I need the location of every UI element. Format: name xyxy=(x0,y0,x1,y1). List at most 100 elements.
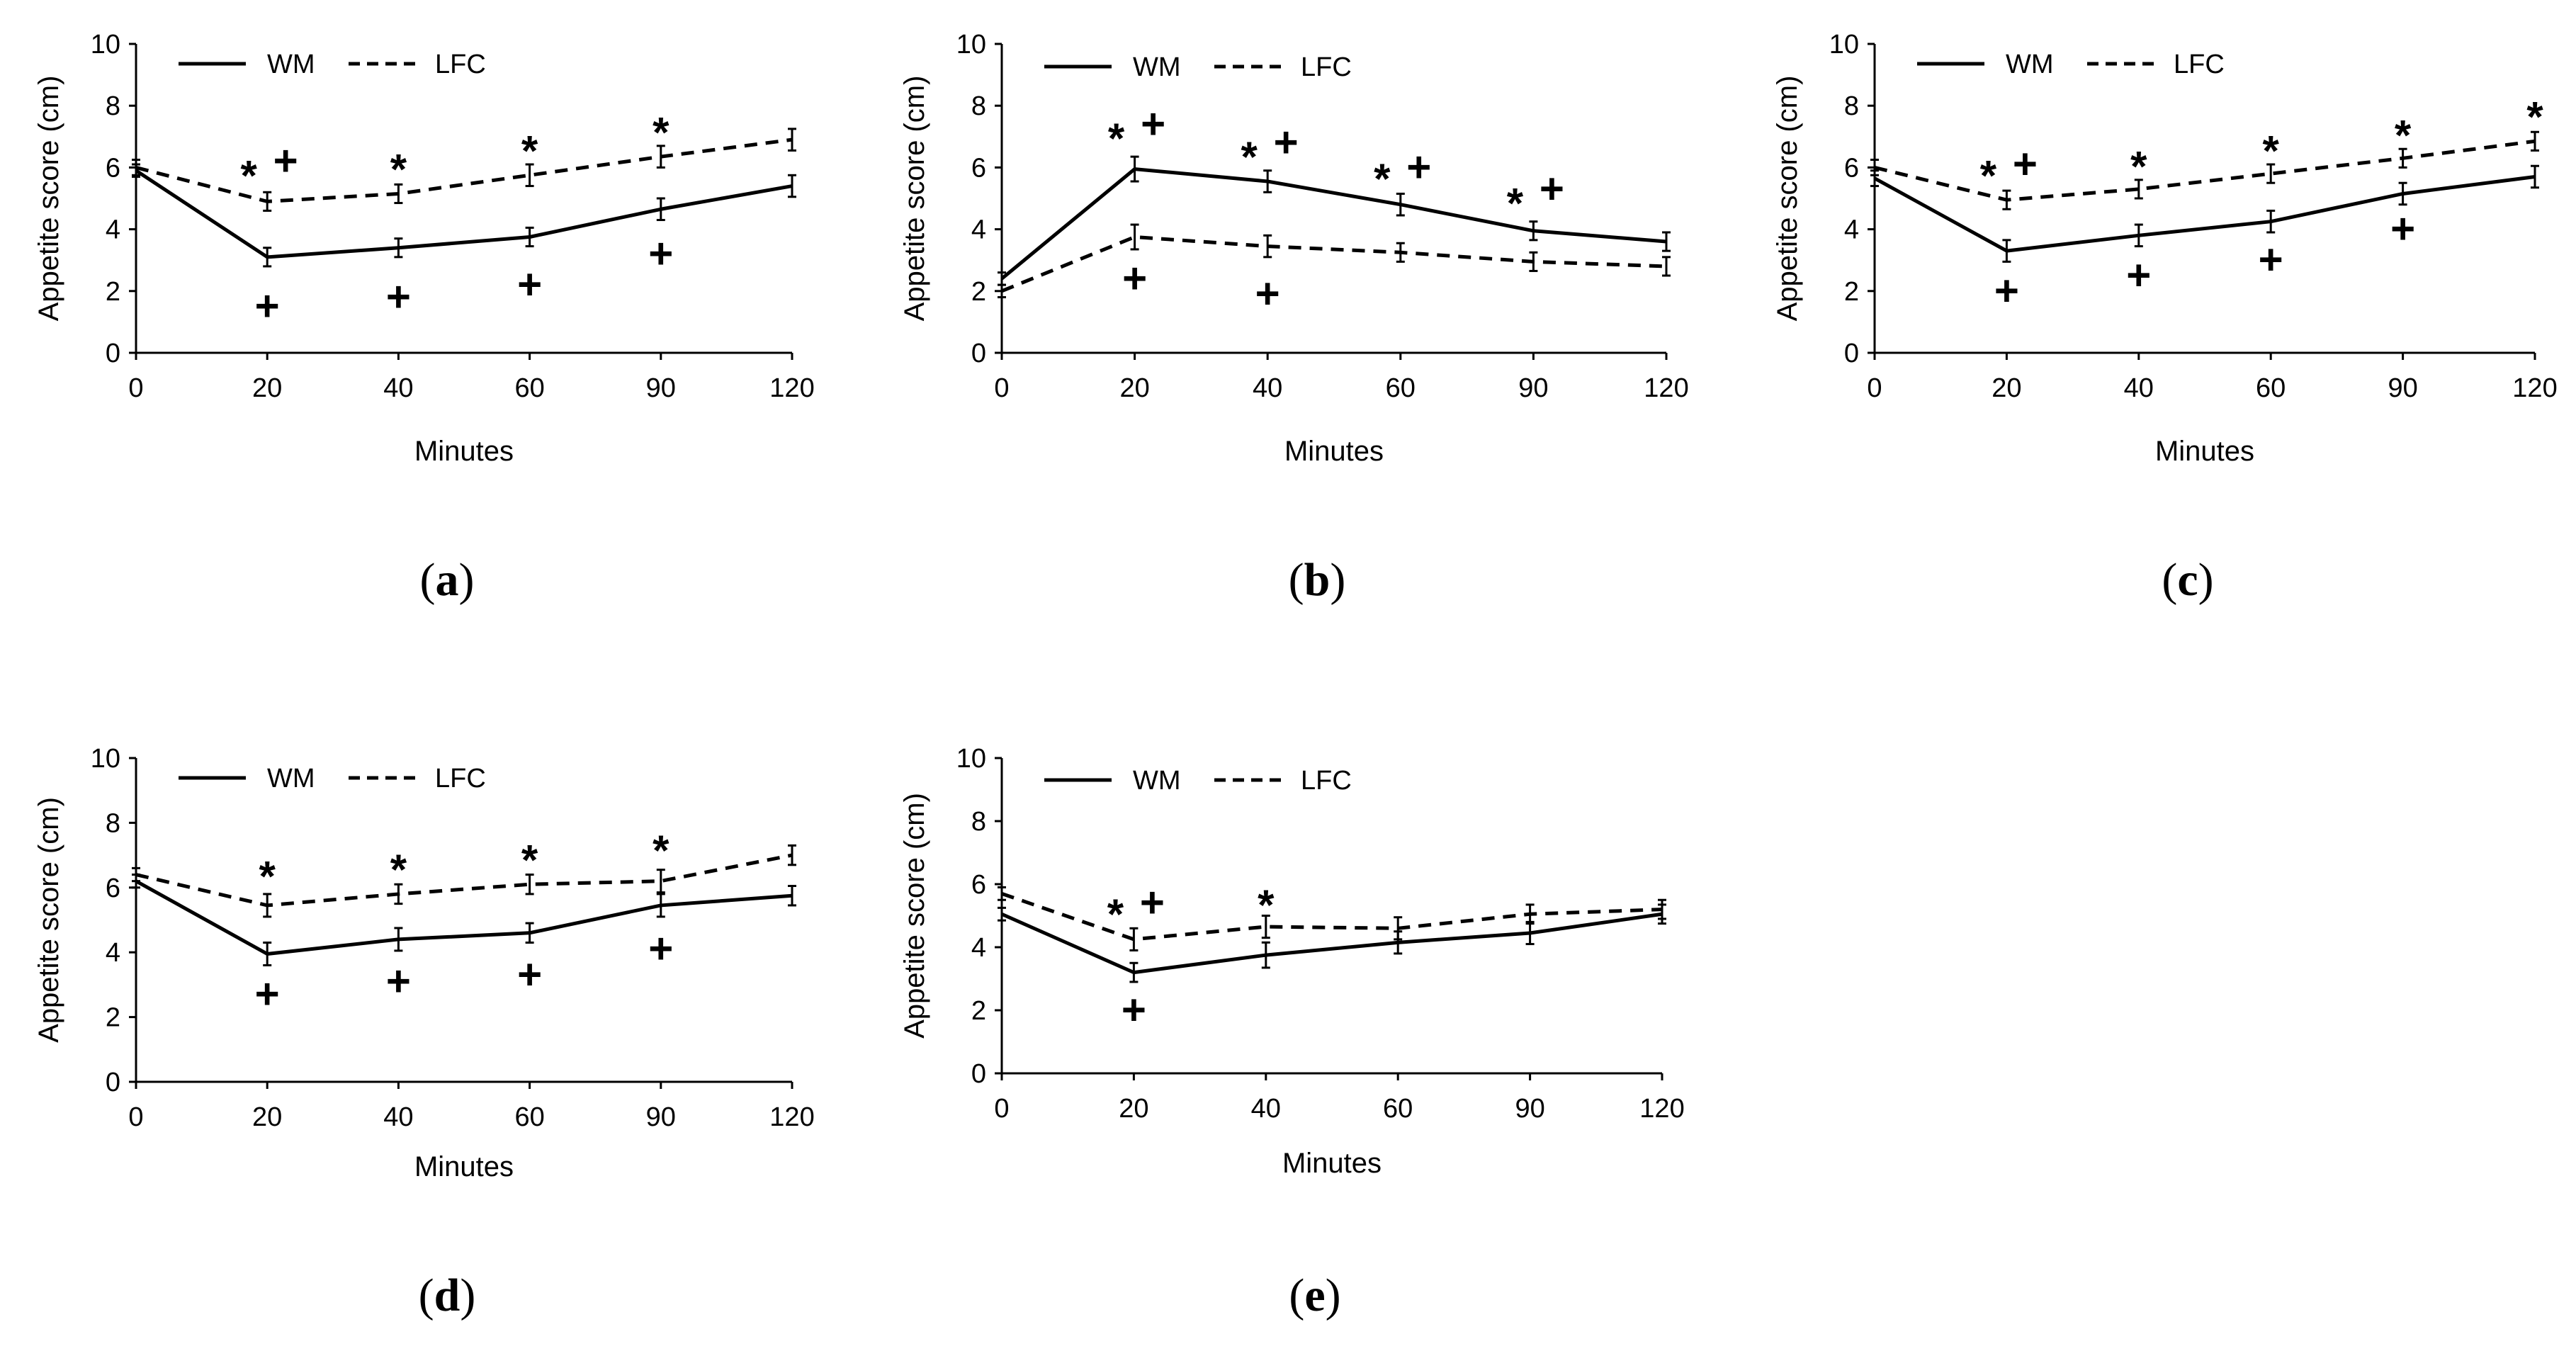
x-tick-label: 40 xyxy=(2124,373,2154,403)
significance-plus: + xyxy=(1141,100,1165,147)
significance-plus: + xyxy=(2126,252,2151,299)
significance-asterisk: * xyxy=(259,852,276,900)
significance-plus: + xyxy=(255,971,280,1018)
significance-plus: + xyxy=(1140,879,1165,927)
y-axis-title: Appetite score (cm) xyxy=(33,76,64,322)
legend-label-lfc: LFC xyxy=(435,50,486,79)
significance-plus: + xyxy=(255,283,280,330)
y-tick-label: 2 xyxy=(106,277,120,307)
legend-label-lfc: LFC xyxy=(2174,50,2225,79)
x-axis-title: Minutes xyxy=(414,436,514,467)
x-tick-label: 20 xyxy=(1992,373,2021,403)
y-tick-label: 2 xyxy=(971,996,986,1026)
series-line-lfc xyxy=(1874,139,2536,202)
y-axis-title: Appetite score (cm) xyxy=(33,797,64,1043)
x-axis-title: Minutes xyxy=(1282,1148,1382,1179)
x-tick-label: 90 xyxy=(1515,1094,1544,1124)
x-tick-label: 20 xyxy=(1119,373,1149,403)
significance-plus: + xyxy=(1994,267,2019,315)
x-tick-label: 60 xyxy=(1386,373,1416,403)
chart-panel-e: 0 2 4 6 8 10 0 20 40 60 90 120 Minutes Appetite score… xyxy=(899,744,1685,1321)
series-line-lfc xyxy=(135,853,793,908)
significance-asterisk: * xyxy=(1507,180,1524,227)
legend-label-lfc: LFC xyxy=(435,764,486,793)
significance-plus: + xyxy=(1540,165,1564,213)
y-tick-label: 8 xyxy=(1844,91,1859,121)
y-tick-label: 0 xyxy=(106,339,120,368)
y-tick-label: 6 xyxy=(1844,153,1859,183)
x-tick-label: 40 xyxy=(383,1102,413,1132)
x-tick-label: 60 xyxy=(514,373,544,403)
y-tick-label: 2 xyxy=(1844,277,1859,307)
y-axis-title: Appetite score (cm) xyxy=(899,793,930,1039)
x-tick-label: 0 xyxy=(1867,373,1882,403)
panel-label-paren: ) xyxy=(1326,1270,1341,1321)
panel-label-paren: ( xyxy=(1289,554,1304,606)
series-line-wm xyxy=(135,169,793,259)
x-tick-label: 120 xyxy=(1644,373,1688,403)
panel-label-letter: c xyxy=(2177,554,2198,606)
significance-plus: + xyxy=(1122,254,1147,302)
significance-plus: + xyxy=(517,951,542,998)
x-tick-label: 120 xyxy=(769,373,814,403)
legend-label-wm: WM xyxy=(267,764,315,793)
x-tick-label: 20 xyxy=(252,1102,282,1132)
significance-asterisk: * xyxy=(521,837,538,884)
x-tick-label: 90 xyxy=(646,1102,676,1132)
y-tick-label: 10 xyxy=(91,744,120,774)
significance-asterisk: * xyxy=(390,846,407,893)
significance-asterisk: * xyxy=(241,152,258,199)
y-axis-title: Appetite score (cm) xyxy=(899,76,930,322)
significance-asterisk: * xyxy=(1258,881,1275,929)
panel-label-letter: e xyxy=(1304,1270,1325,1321)
x-tick-label: 90 xyxy=(1518,373,1548,403)
x-tick-label: 40 xyxy=(383,373,413,403)
y-axis-title: Appetite score (cm) xyxy=(1772,76,1803,322)
legend-label-lfc: LFC xyxy=(1301,766,1352,796)
significance-plus: + xyxy=(648,230,673,277)
y-tick-label: 10 xyxy=(1829,30,1859,60)
y-tick-label: 8 xyxy=(106,808,120,838)
y-tick-label: 4 xyxy=(106,215,120,245)
series-line-lfc xyxy=(135,137,793,203)
x-tick-label: 0 xyxy=(994,1094,1009,1124)
chart-panel-b: 0 2 4 6 8 10 0 20 40 60 90 120 Minutes Appetite score… xyxy=(899,30,1689,606)
chart-panel-d: 0 2 4 6 8 10 0 20 40 60 90 120 Minutes Appetite score… xyxy=(33,744,815,1321)
x-tick-label: 40 xyxy=(1253,373,1282,403)
y-tick-label: 6 xyxy=(971,153,986,183)
y-tick-label: 6 xyxy=(106,874,120,903)
significance-plus: + xyxy=(273,137,298,185)
series-line-lfc xyxy=(1001,891,1663,942)
panel-label-letter: d xyxy=(434,1270,461,1321)
x-tick-label: 90 xyxy=(2388,373,2417,403)
significance-plus: + xyxy=(1255,270,1280,317)
series-line-lfc xyxy=(1001,235,1667,293)
panel-label: (e) xyxy=(1289,1270,1340,1321)
chart-panel-c: 0 2 4 6 8 10 0 20 40 60 90 120 Minutes Appetite score… xyxy=(1772,30,2558,606)
panel-label: (c) xyxy=(2162,554,2213,606)
significance-asterisk: * xyxy=(390,146,407,193)
x-tick-label: 60 xyxy=(514,1102,544,1132)
x-tick-label: 0 xyxy=(128,1102,143,1132)
panel-label-paren: ( xyxy=(420,554,436,606)
x-tick-label: 40 xyxy=(1251,1094,1281,1124)
significance-asterisk: * xyxy=(2526,94,2543,141)
panel-label-paren: ) xyxy=(1330,554,1345,606)
significance-asterisk: * xyxy=(1374,155,1391,203)
significance-asterisk: * xyxy=(1241,133,1258,181)
x-tick-label: 20 xyxy=(1119,1094,1148,1124)
x-tick-label: 0 xyxy=(128,373,143,403)
significance-plus: + xyxy=(386,273,411,321)
x-axis-title: Minutes xyxy=(414,1151,514,1182)
series-line-wm xyxy=(1000,912,1663,975)
y-tick-label: 4 xyxy=(971,215,986,245)
y-tick-label: 0 xyxy=(106,1068,120,1097)
significance-plus: + xyxy=(1122,986,1146,1034)
y-tick-label: 10 xyxy=(91,30,120,60)
y-tick-label: 10 xyxy=(956,30,986,60)
chart-panel-a: 0 2 4 6 8 10 0 20 40 60 90 120 Minutes Appetite score… xyxy=(33,30,815,606)
panel-label: (d) xyxy=(419,1270,476,1321)
y-tick-label: 2 xyxy=(106,1003,120,1033)
series-line-wm xyxy=(1873,175,2536,253)
